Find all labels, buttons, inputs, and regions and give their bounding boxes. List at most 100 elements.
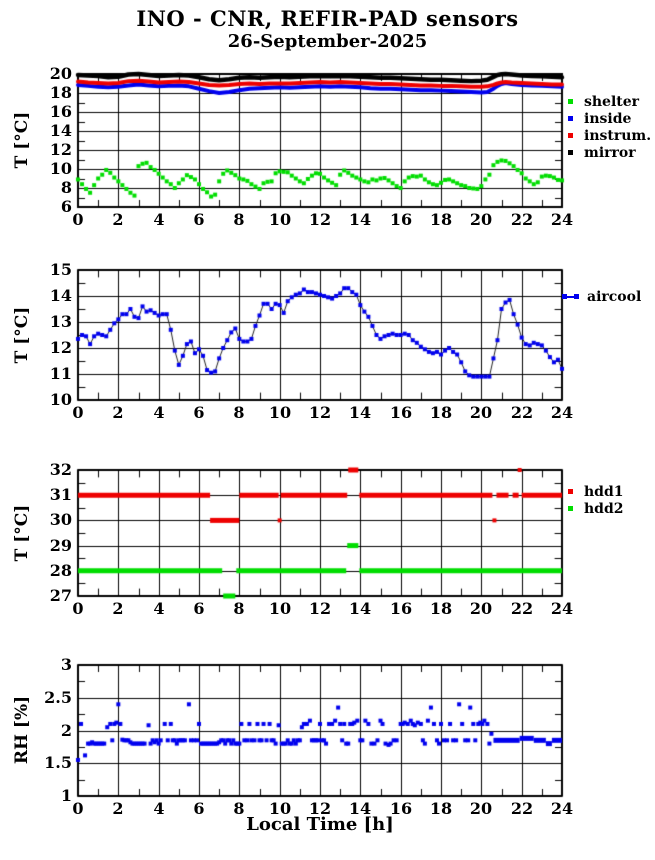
x-tick-label: 16	[389, 599, 413, 618]
legend-item-inside: inside	[568, 110, 651, 127]
x-tick-label: 14	[348, 403, 372, 422]
x-tick-label: 10	[268, 599, 292, 618]
x-tick-label: 14	[348, 799, 372, 818]
x-tick-label: 12	[308, 799, 332, 818]
legend-item-hdd1: hdd1	[568, 483, 624, 500]
x-tick-label: 22	[510, 403, 534, 422]
x-tick-label: 18	[429, 210, 453, 229]
y-tick-label: 29	[49, 536, 72, 555]
x-tick-label: 18	[429, 403, 453, 422]
y-tick-label: 10	[49, 159, 72, 178]
x-tick-label: 2	[112, 599, 124, 618]
hdd1-marker-icon	[568, 489, 573, 494]
x-tick-label: 20	[469, 799, 493, 818]
page-date: 26-September-2025	[227, 31, 428, 52]
legend-label: hdd2	[584, 500, 624, 517]
x-tick-label: 2	[112, 799, 124, 818]
legend-label: mirror	[584, 144, 636, 161]
y-tick-label: 18	[49, 83, 72, 102]
x-tick-label: 4	[153, 799, 165, 818]
x-tick-label: 4	[153, 210, 165, 229]
x-tick-label: 24	[550, 210, 574, 229]
x-tick-label: 12	[308, 403, 332, 422]
x-tick-label: 16	[389, 799, 413, 818]
x-tick-label: 0	[72, 599, 84, 618]
x-tick-label: 24	[550, 403, 574, 422]
legend-label: hdd1	[584, 483, 624, 500]
legend-label: shelter	[584, 93, 640, 110]
y-tick-label: 3	[60, 655, 72, 674]
legend-label: inside	[584, 110, 632, 127]
y-tick-label: 27	[49, 586, 72, 605]
legend-item-mirror: mirror	[568, 144, 651, 161]
x-tick-label: 8	[233, 403, 245, 422]
x-tick-label: 6	[193, 403, 205, 422]
x-tick-label: 8	[233, 210, 245, 229]
panel1-legend: shelter inside instrum. mirror	[568, 93, 651, 161]
y-tick-label: 12	[49, 338, 72, 357]
y-tick-label: 2.5	[44, 688, 72, 707]
x-tick-label: 10	[268, 403, 292, 422]
x-tick-label: 14	[348, 599, 372, 618]
x-tick-label: 12	[308, 210, 332, 229]
x-tick-label: 12	[308, 599, 332, 618]
y-tick-label: 11	[49, 364, 72, 383]
panel2-legend: aircool	[562, 288, 641, 305]
y-tick-label: 30	[49, 510, 72, 529]
x-tick-label: 8	[233, 799, 245, 818]
x-tick-label: 20	[469, 210, 493, 229]
x-tick-label: 18	[429, 599, 453, 618]
x-tick-label: 6	[193, 799, 205, 818]
panel2-y-axis-label: T [°C]	[12, 306, 32, 364]
y-tick-label: 1.5	[44, 753, 72, 772]
x-tick-label: 22	[510, 799, 534, 818]
x-tick-label: 14	[348, 210, 372, 229]
x-tick-label: 6	[193, 599, 205, 618]
x-tick-label: 24	[550, 799, 574, 818]
y-tick-label: 32	[49, 460, 72, 479]
x-tick-label: 4	[153, 403, 165, 422]
x-tick-label: 2	[112, 210, 124, 229]
page-title: INO - CNR, REFIR-PAD sensors	[136, 6, 519, 31]
x-tick-label: 2	[112, 403, 124, 422]
legend-item-aircool: aircool	[562, 288, 641, 305]
legend-label: aircool	[587, 288, 642, 305]
y-tick-label: 10	[49, 390, 72, 409]
y-tick-label: 16	[49, 102, 72, 121]
y-tick-label: 6	[60, 197, 72, 216]
x-tick-label: 22	[510, 599, 534, 618]
legend-item-instrum: instrum.	[568, 127, 651, 144]
panel1-y-axis-label: T [°C]	[12, 111, 32, 169]
x-tick-label: 20	[469, 403, 493, 422]
y-tick-label: 28	[49, 561, 72, 580]
y-tick-label: 14	[49, 121, 72, 140]
x-tick-label: 8	[233, 599, 245, 618]
x-tick-label: 0	[72, 403, 84, 422]
mirror-marker-icon	[568, 150, 573, 155]
hdd2-marker-icon	[568, 506, 573, 511]
x-tick-label: 20	[469, 599, 493, 618]
y-tick-label: 1	[60, 786, 72, 805]
legend-label: instrum.	[584, 127, 652, 144]
y-tick-label: 15	[49, 260, 72, 279]
x-tick-label: 0	[72, 210, 84, 229]
y-tick-label: 8	[60, 178, 72, 197]
x-tick-label: 22	[510, 210, 534, 229]
y-tick-label: 20	[49, 64, 72, 83]
x-tick-label: 0	[72, 799, 84, 818]
x-tick-label: 10	[268, 210, 292, 229]
x-tick-label: 4	[153, 599, 165, 618]
legend-item-shelter: shelter	[568, 93, 651, 110]
x-tick-label: 16	[389, 403, 413, 422]
x-tick-label: 16	[389, 210, 413, 229]
y-tick-label: 12	[49, 140, 72, 159]
y-tick-label: 31	[49, 485, 72, 504]
x-tick-label: 18	[429, 799, 453, 818]
y-tick-label: 14	[49, 286, 72, 305]
x-tick-label: 10	[268, 799, 292, 818]
panel4-y-axis-label: RH [%]	[12, 695, 32, 765]
shelter-marker-icon	[568, 99, 573, 104]
aircool-marker-icon	[562, 294, 579, 300]
